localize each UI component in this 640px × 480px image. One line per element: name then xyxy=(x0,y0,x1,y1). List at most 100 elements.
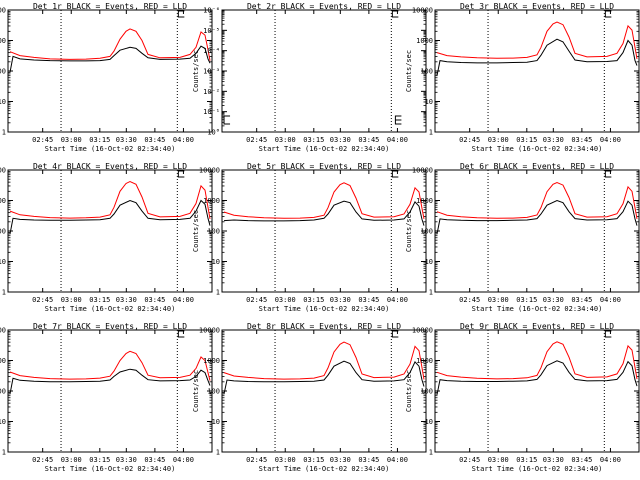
y-tick-label: 1000 xyxy=(416,197,433,205)
x-tick-label: 03:00 xyxy=(275,136,296,144)
events-rate-line xyxy=(436,38,638,76)
y-tick-label: 10⁻⁶ xyxy=(203,7,220,15)
y-tick-label: 1 xyxy=(216,449,220,457)
interval-bracket-marker xyxy=(177,170,185,178)
x-tick-label: 04:00 xyxy=(173,136,194,144)
x-tick-label: 03:45 xyxy=(144,296,165,304)
x-tick-label: 04:00 xyxy=(173,456,194,464)
x-tick-label: 03:15 xyxy=(89,456,110,464)
panel-title: Det 6r BLACK = Events, RED = LLD xyxy=(460,162,614,171)
y-axis-label: Counts/sec xyxy=(405,210,413,252)
y-tick-label: 10 xyxy=(0,98,6,106)
lld-rate-line xyxy=(9,28,211,61)
panel-title: Det 7r BLACK = Events, RED = LLD xyxy=(33,322,187,331)
x-tick-label: 04:00 xyxy=(600,136,621,144)
plot-frame xyxy=(434,9,640,133)
interval-bracket-marker xyxy=(394,115,402,125)
panel-title: Det 3r BLACK = Events, RED = LLD xyxy=(460,2,614,11)
lld-rate-line xyxy=(9,350,211,381)
y-tick-label: 100 xyxy=(420,388,433,396)
y-axis-label: Counts/sec xyxy=(405,370,413,412)
y-tick-label: 1 xyxy=(2,449,6,457)
detector-panel: Det 4r BLACK = Events, RED = LLD 1 10 100 10… xyxy=(0,162,213,313)
lld-rate-line xyxy=(9,180,211,219)
y-tick-label: 100 xyxy=(0,388,6,396)
detector-panel: Det 5r BLACK = Events, RED = LLD 1 10 100 10… xyxy=(192,162,427,313)
y-tick-label: 1 xyxy=(2,129,6,137)
y-axis-label: Counts/sec xyxy=(192,50,200,92)
plot-frame xyxy=(221,9,427,133)
x-axis-label: Start Time (16-Oct-02 02:34:40) xyxy=(472,465,603,473)
detector-panel: Det 7r BLACK = Events, RED = LLD 1 10 100 10… xyxy=(0,322,213,473)
events-rate-line xyxy=(9,368,211,395)
y-axis-label: Counts/sec xyxy=(192,210,200,252)
y-tick-label: 1 xyxy=(429,129,433,137)
panel-title: Det 5r BLACK = Events, RED = LLD xyxy=(247,162,401,171)
x-tick-label: 03:00 xyxy=(275,456,296,464)
y-axis-label: Counts/sec xyxy=(405,50,413,92)
detector-panel: Det 3r BLACK = Events, RED = LLD 1 10 100 10… xyxy=(405,2,640,153)
x-tick-label: 04:00 xyxy=(387,456,408,464)
x-tick-label: 02:45 xyxy=(246,296,267,304)
x-tick-label: 03:45 xyxy=(144,136,165,144)
detector-panel: Det 9r BLACK = Events, RED = LLD 1 10 100 10… xyxy=(405,322,640,473)
y-tick-label: 10⁻¹ xyxy=(203,108,220,116)
y-tick-label: 1000 xyxy=(416,37,433,45)
x-tick-label: 03:00 xyxy=(61,296,82,304)
x-tick-label: 03:15 xyxy=(89,136,110,144)
x-tick-label: 03:00 xyxy=(488,296,509,304)
interval-bracket-marker xyxy=(391,170,399,178)
plot-frame xyxy=(7,9,213,133)
detector-panel: Det 1r BLACK = Events, RED = LLD 1 10 100 10… xyxy=(0,2,213,153)
detector-panel: Det 6r BLACK = Events, RED = LLD 1 10 100 10… xyxy=(405,162,640,313)
y-tick-label: 10° xyxy=(207,129,220,137)
x-tick-label: 03:45 xyxy=(571,296,592,304)
x-tick-label: 02:45 xyxy=(459,456,480,464)
x-axis-label: Start Time (16-Oct-02 02:34:40) xyxy=(45,145,176,153)
y-tick-label: 100 xyxy=(0,68,6,76)
x-tick-label: 03:00 xyxy=(488,136,509,144)
plot-frame xyxy=(434,169,640,293)
y-tick-label: 1 xyxy=(429,449,433,457)
y-tick-label: 100 xyxy=(0,228,6,236)
x-tick-label: 03:15 xyxy=(516,136,537,144)
x-axis-label: Start Time (16-Oct-02 02:34:40) xyxy=(259,305,390,313)
events-rate-line xyxy=(9,199,211,235)
y-tick-label: 1000 xyxy=(203,357,220,365)
y-tick-label: 10 xyxy=(425,98,433,106)
interval-bracket-marker xyxy=(391,330,399,338)
y-tick-label: 100 xyxy=(420,68,433,76)
interval-bracket-marker xyxy=(604,170,612,178)
x-axis-label: Start Time (16-Oct-02 02:34:40) xyxy=(259,465,390,473)
y-tick-label: 10000 xyxy=(0,167,6,175)
panel-title: Det 2r BLACK = Events, RED = LLD xyxy=(247,2,401,11)
y-tick-label: 10000 xyxy=(412,7,433,15)
y-tick-label: 10000 xyxy=(199,167,220,175)
x-axis-label: Start Time (16-Oct-02 02:34:40) xyxy=(472,145,603,153)
interval-bracket-marker xyxy=(604,330,612,338)
detector-panel: Det 8r BLACK = Events, RED = LLD 1 10 100 10… xyxy=(192,322,427,473)
x-tick-label: 04:00 xyxy=(173,296,194,304)
y-tick-label: 10 xyxy=(425,418,433,426)
x-tick-label: 02:45 xyxy=(459,296,480,304)
panel-title: Det 1r BLACK = Events, RED = LLD xyxy=(33,2,187,11)
plot-frame xyxy=(7,329,213,453)
x-tick-label: 02:45 xyxy=(32,136,53,144)
x-tick-label: 03:30 xyxy=(543,136,564,144)
y-tick-label: 1 xyxy=(429,289,433,297)
events-rate-line xyxy=(436,360,638,395)
y-tick-label: 1000 xyxy=(0,357,6,365)
x-tick-label: 03:30 xyxy=(116,136,137,144)
plot-frame xyxy=(221,169,427,293)
panel-title: Det 9r BLACK = Events, RED = LLD xyxy=(460,322,614,331)
lld-rate-line xyxy=(436,341,638,380)
y-tick-label: 10 xyxy=(0,258,6,266)
y-tick-label: 1000 xyxy=(416,357,433,365)
x-tick-label: 02:45 xyxy=(459,136,480,144)
x-axis-label: Start Time (16-Oct-02 02:34:40) xyxy=(259,145,390,153)
y-tick-label: 1 xyxy=(216,289,220,297)
interval-bracket-marker xyxy=(391,10,399,18)
y-axis-label: Counts/sec xyxy=(192,370,200,412)
x-tick-label: 04:00 xyxy=(600,296,621,304)
y-tick-label: 10000 xyxy=(0,7,6,15)
